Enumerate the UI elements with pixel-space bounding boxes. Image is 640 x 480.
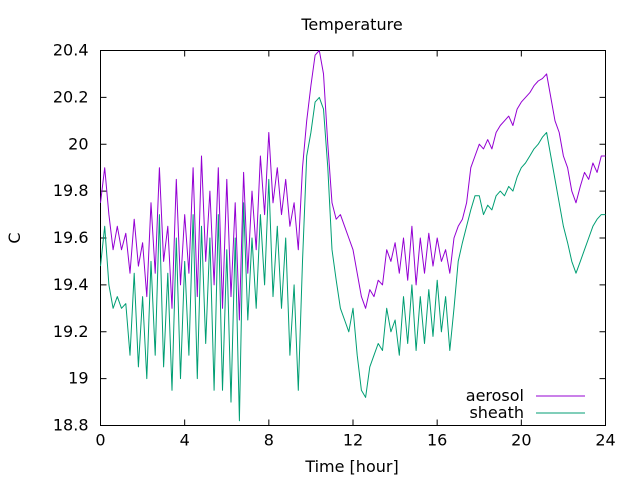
- y-tick-label: 19.4: [53, 275, 89, 294]
- y-tick-label: 19.6: [53, 228, 89, 247]
- x-tick-label: 8: [264, 431, 274, 450]
- y-tick-label: 19.2: [53, 322, 89, 341]
- series-line-aerosol: [100, 50, 606, 321]
- x-tick-label: 24: [595, 431, 615, 450]
- x-tick-label: 20: [511, 431, 531, 450]
- y-axis-title: C: [5, 232, 24, 243]
- legend-label-sheath: sheath: [469, 403, 524, 422]
- y-tick-label: 20: [68, 134, 88, 153]
- x-tick-label: 0: [95, 431, 105, 450]
- series-layer: [100, 50, 606, 422]
- y-tick-label: 19.8: [53, 181, 89, 200]
- x-tick-label: 16: [427, 431, 447, 450]
- y-tick-label: 18.8: [53, 416, 89, 435]
- y-axis-ticks: 18.8 19 19.2 19.4 19.6 19.8 20 20.2 20.4: [53, 41, 606, 435]
- legend-label-aerosol: aerosol: [466, 386, 524, 405]
- x-axis-ticks: 0 4 8 12 16 20 24: [95, 50, 616, 450]
- x-axis-title: Time [hour]: [304, 457, 398, 476]
- y-tick-label: 20.4: [53, 41, 89, 60]
- y-tick-label: 19: [68, 369, 88, 388]
- chart-title: Temperature: [300, 15, 402, 34]
- x-tick-label: 12: [343, 431, 363, 450]
- y-tick-label: 20.2: [53, 87, 89, 106]
- x-tick-label: 4: [180, 431, 190, 450]
- series-line-sheath: [100, 96, 606, 422]
